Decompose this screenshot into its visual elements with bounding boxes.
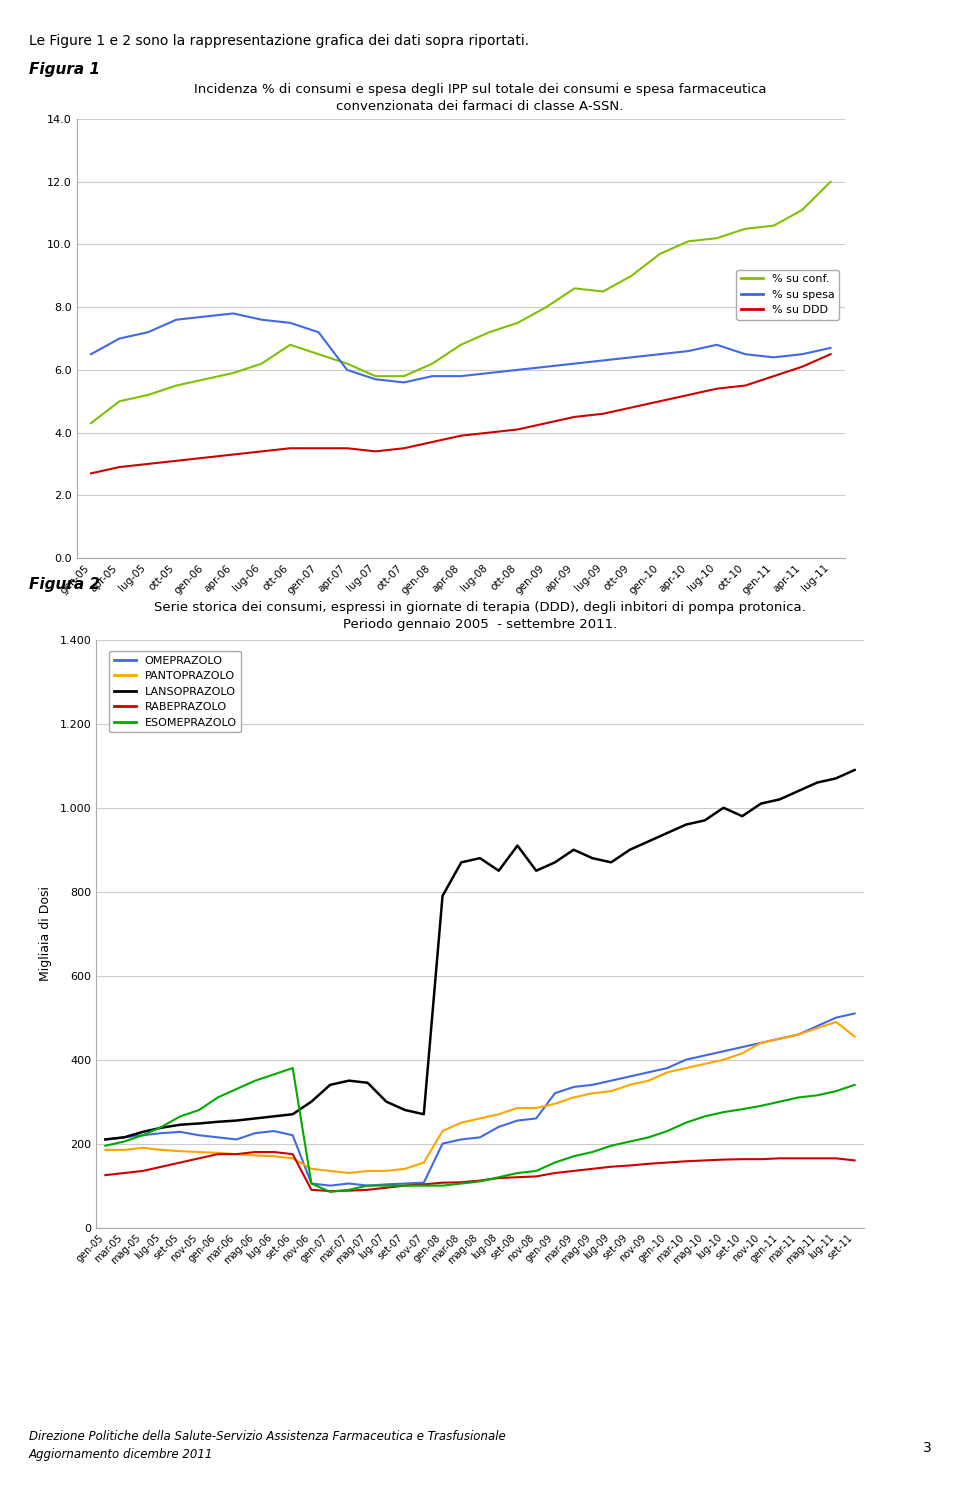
Text: Le Figure 1 e 2 sono la rappresentazione grafica dei dati sopra riportati.: Le Figure 1 e 2 sono la rappresentazione… [29,34,529,48]
Y-axis label: Migliaia di Dosi: Migliaia di Dosi [39,887,53,981]
Text: Periodo gennaio 2005  - settembre 2011.: Periodo gennaio 2005 - settembre 2011. [343,618,617,631]
Text: Direzione Politiche della Salute-Servizio Assistenza Farmaceutica e Trasfusional: Direzione Politiche della Salute-Servizi… [29,1430,506,1443]
Text: Incidenza % di consumi e spesa degli IPP sul totale dei consumi e spesa farmaceu: Incidenza % di consumi e spesa degli IPP… [194,83,766,97]
Text: Serie storica dei consumi, espressi in giornate di terapia (DDD), degli inbitori: Serie storica dei consumi, espressi in g… [155,601,805,615]
Text: convenzionata dei farmaci di classe A-SSN.: convenzionata dei farmaci di classe A-SS… [336,100,624,113]
Text: 3: 3 [923,1442,931,1455]
Legend: OMEPRAZOLO, PANTOPRAZOLO, LANSOPRAZOLO, RABEPRAZOLO, ESOMEPRAZOLO: OMEPRAZOLO, PANTOPRAZOLO, LANSOPRAZOLO, … [109,652,241,732]
Text: Figura 2: Figura 2 [29,577,100,592]
Text: Aggiornamento dicembre 2011: Aggiornamento dicembre 2011 [29,1448,213,1461]
Text: Figura 1: Figura 1 [29,62,100,77]
Legend: % su conf., % su spesa, % su DDD: % su conf., % su spesa, % su DDD [736,269,839,320]
